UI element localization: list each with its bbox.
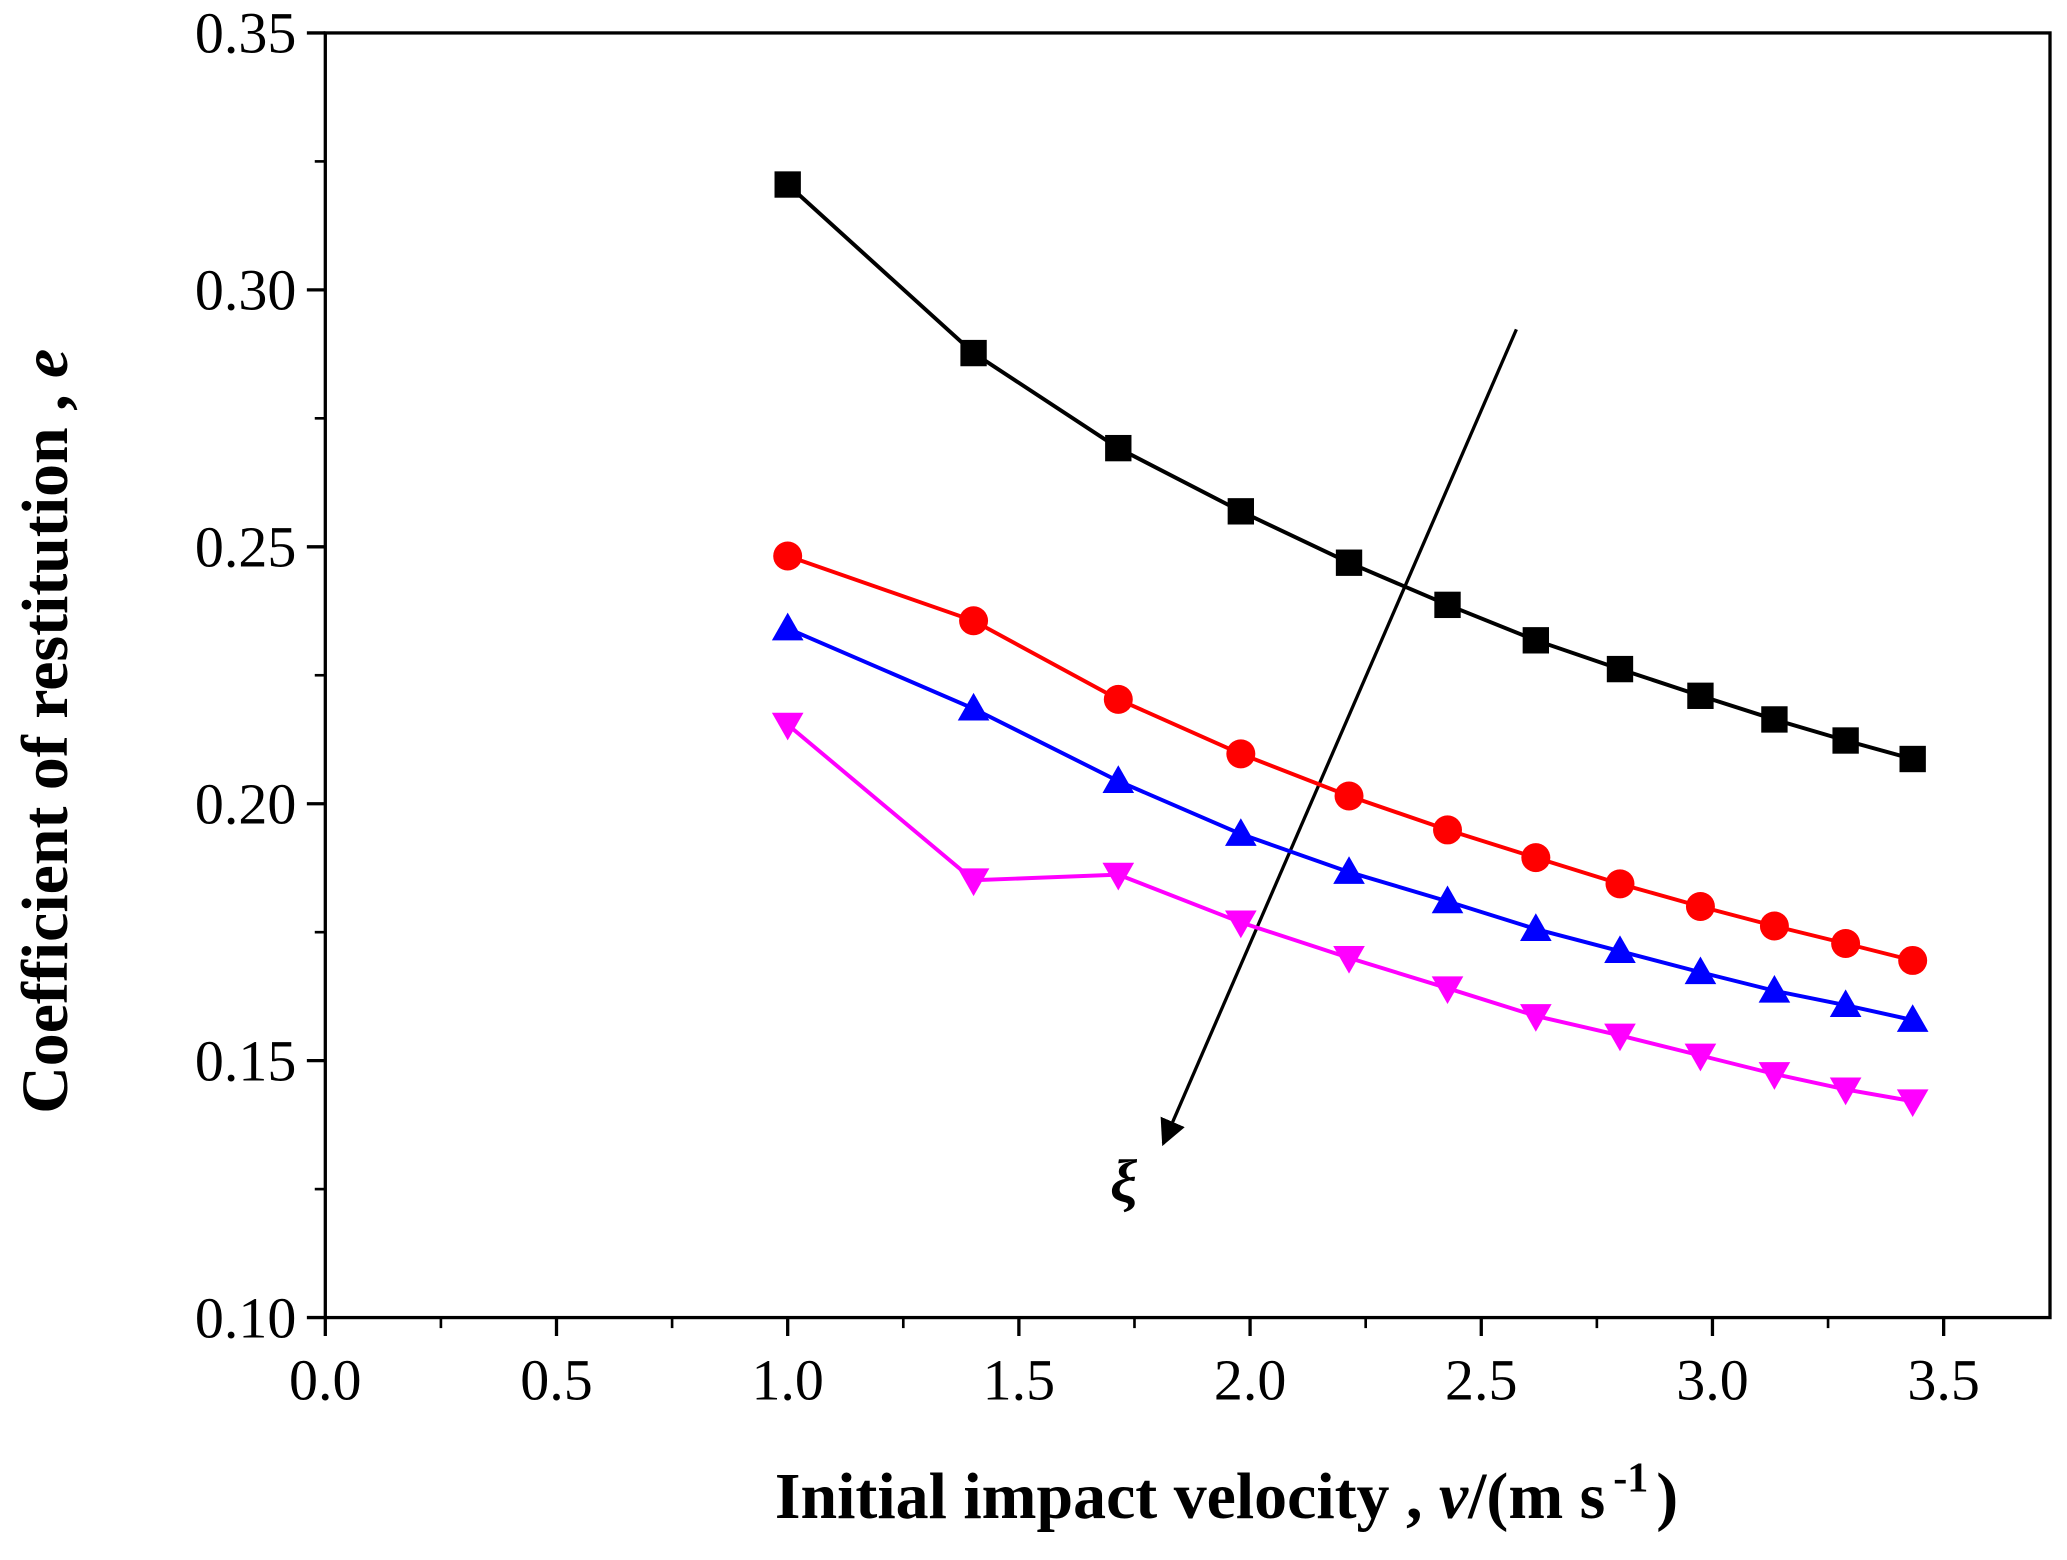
x-label-unit: /(m s — [1467, 1460, 1605, 1533]
marker — [1761, 706, 1788, 733]
y-tick-label: 0.10 — [195, 1285, 296, 1350]
x-tick-label: 1.5 — [983, 1347, 1055, 1412]
marker — [771, 712, 804, 741]
marker — [1520, 1004, 1552, 1032]
marker — [1225, 910, 1257, 939]
series-line — [786, 626, 1914, 1022]
marker — [1605, 869, 1635, 899]
marker — [1335, 549, 1363, 576]
marker — [1334, 781, 1364, 811]
marker — [1520, 913, 1552, 941]
marker — [1227, 498, 1255, 525]
marker — [1102, 862, 1135, 891]
series-line — [786, 183, 1914, 761]
marker — [1434, 591, 1461, 619]
marker — [1606, 655, 1634, 683]
marker — [1685, 891, 1715, 921]
marker — [1832, 727, 1859, 754]
x-label-var: v — [1439, 1460, 1469, 1533]
marker — [1522, 627, 1550, 654]
marker — [1433, 815, 1463, 845]
x-tick-label: 1.0 — [751, 1347, 823, 1412]
marker — [1684, 956, 1717, 985]
marker — [1521, 843, 1551, 873]
y-tick-label: 0.15 — [195, 1028, 296, 1093]
marker — [1225, 818, 1257, 846]
marker — [1604, 935, 1636, 964]
marker — [1431, 976, 1464, 1004]
marker — [1898, 945, 1928, 975]
marker — [1829, 1077, 1862, 1106]
marker — [1687, 682, 1714, 709]
marker — [1103, 684, 1133, 714]
marker — [1105, 434, 1132, 462]
marker — [1226, 739, 1256, 769]
trend-arrow — [1160, 328, 1518, 1147]
y-label-var: e — [9, 349, 82, 378]
x-tick-label: 0.5 — [520, 1347, 592, 1412]
marker — [1896, 1004, 1929, 1032]
marker — [1604, 1023, 1636, 1052]
series-line — [787, 554, 1914, 963]
plot-frame — [323, 31, 2052, 1320]
marker — [1899, 745, 1926, 773]
marker — [774, 171, 801, 198]
marker — [1102, 765, 1135, 793]
marker — [1758, 1062, 1791, 1090]
marker — [1333, 856, 1365, 884]
marker — [773, 541, 803, 571]
x-label-end: ) — [1656, 1460, 1678, 1533]
marker — [1333, 946, 1365, 974]
x-tick-label: 0.0 — [289, 1347, 361, 1412]
x-tick-label: 3.5 — [1907, 1347, 1979, 1412]
marker — [1758, 974, 1791, 1003]
y-tick-label: 0.35 — [195, 1, 296, 66]
marker — [1829, 989, 1862, 1018]
marker — [1831, 928, 1861, 958]
x-axis-label: Initial impact velocity , v/(m s -1) — [775, 1454, 1678, 1532]
x-tick-label: 2.5 — [1445, 1347, 1517, 1412]
x-tick-label: 3.0 — [1676, 1347, 1748, 1412]
marker — [959, 606, 989, 636]
x-label-exp: -1 — [1613, 1454, 1648, 1501]
marker — [960, 339, 987, 367]
series-line — [786, 723, 1914, 1104]
marker — [957, 868, 990, 897]
marker — [1896, 1089, 1929, 1118]
marker — [1431, 885, 1464, 914]
y-tick-label: 0.20 — [195, 771, 296, 836]
y-tick-label: 0.30 — [195, 258, 296, 323]
annotation: ξ — [1110, 1149, 1137, 1216]
y-axis-label: Coefficient of restitution , e — [9, 349, 82, 1114]
marker — [1759, 911, 1789, 941]
x-tick-label: 2.0 — [1214, 1347, 1286, 1412]
marker — [1684, 1043, 1717, 1072]
y-tick-label: 0.25 — [195, 515, 296, 580]
x-label-text: Initial impact velocity , — [775, 1460, 1439, 1533]
marker — [957, 692, 990, 721]
y-label-text: Coefficient of restitution , — [9, 378, 82, 1114]
marker — [771, 612, 804, 641]
